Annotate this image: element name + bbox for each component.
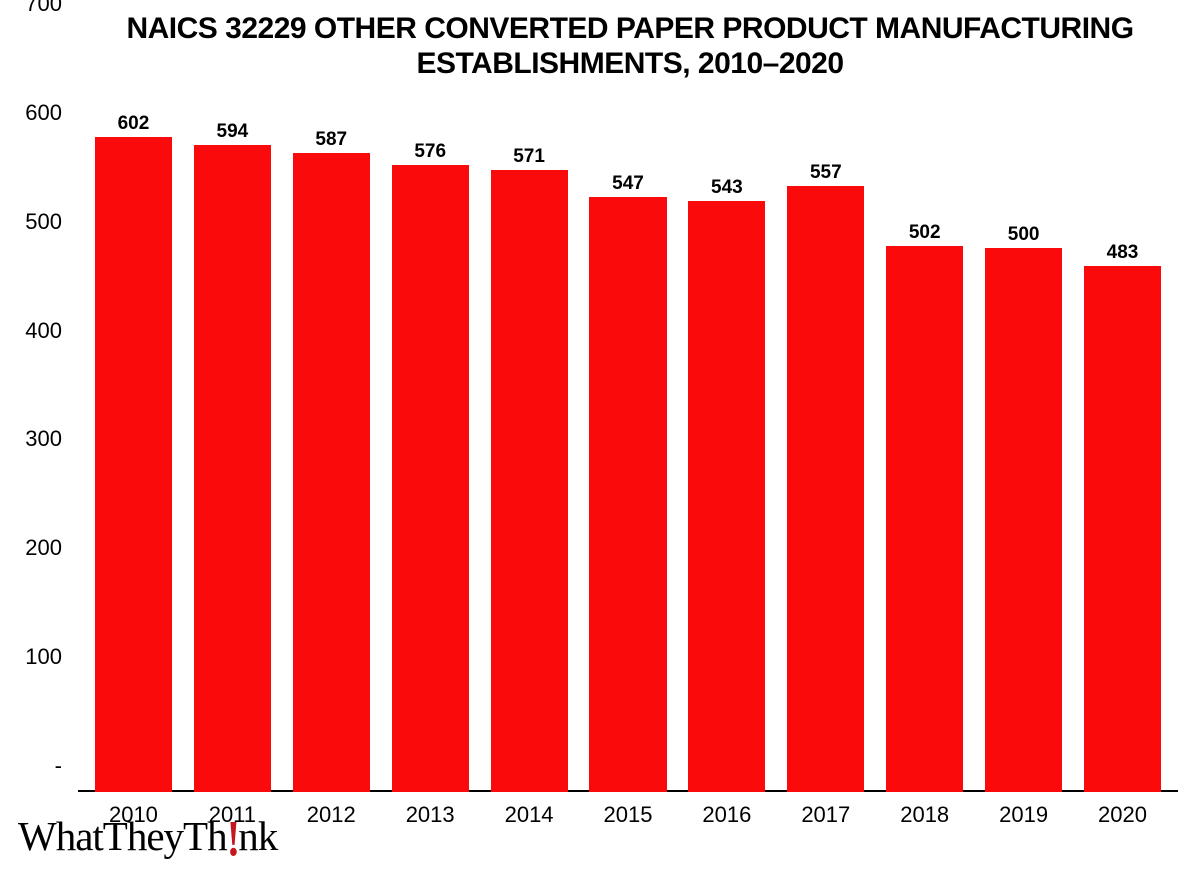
bar-value-label: 483	[1107, 242, 1139, 266]
y-tick-label: -	[6, 753, 62, 779]
bar	[95, 137, 172, 792]
bar-slot: 5432016	[677, 201, 776, 792]
bar-value-label: 547	[612, 173, 644, 197]
x-tick-label: 2015	[604, 792, 653, 828]
bar-wrap: 571	[480, 170, 579, 792]
bar-wrap: 576	[381, 165, 480, 792]
bar	[1084, 266, 1161, 792]
bar	[688, 201, 765, 792]
x-tick-label: 2020	[1098, 792, 1147, 828]
bar-value-label: 571	[513, 146, 545, 170]
bar-value-label: 594	[217, 121, 249, 145]
y-tick-label: 500	[6, 209, 62, 235]
x-tick-label: 2013	[406, 792, 455, 828]
bar-value-label: 557	[810, 162, 842, 186]
watermark-exclamation-icon: !	[227, 808, 240, 868]
bar-value-label: 502	[909, 222, 941, 246]
bar-slot: 5572017	[776, 186, 875, 792]
bar-wrap: 587	[282, 153, 381, 792]
chart-container: NAICS 32229 OTHER CONVERTED PAPER PRODUC…	[0, 0, 1200, 872]
bar-wrap: 557	[776, 186, 875, 792]
bar-slot: 5762013	[381, 165, 480, 792]
bar-value-label: 500	[1008, 224, 1040, 248]
watermark-logo: WhatTheyTh!nk	[18, 812, 277, 860]
watermark-text-before: WhatTheyTh	[18, 812, 227, 860]
bar	[293, 153, 370, 792]
bar-slot: 5022018	[875, 246, 974, 792]
bar-slot: 5472015	[579, 197, 678, 792]
bar-value-label: 602	[118, 113, 150, 137]
x-tick-label: 2018	[900, 792, 949, 828]
bar-wrap: 483	[1073, 266, 1172, 792]
bar-slot: 6022010	[84, 137, 183, 792]
x-tick-label: 2019	[999, 792, 1048, 828]
bar	[194, 145, 271, 792]
bar-value-label: 587	[315, 129, 347, 153]
y-tick-label: 600	[6, 100, 62, 126]
bar-slot: 5002019	[974, 248, 1073, 792]
bar	[787, 186, 864, 792]
bar-wrap: 602	[84, 137, 183, 792]
bar-slot: 5872012	[282, 153, 381, 792]
bar	[985, 248, 1062, 792]
x-tick-label: 2012	[307, 792, 356, 828]
bar-slot: 4832020	[1073, 266, 1172, 792]
y-tick-label: 300	[6, 426, 62, 452]
bar	[392, 165, 469, 792]
x-tick-label: 2016	[702, 792, 751, 828]
watermark-text-after: nk	[238, 812, 277, 860]
plot-area: 6022010594201158720125762013571201454720…	[78, 30, 1178, 792]
y-tick-label: 200	[6, 535, 62, 561]
x-tick-label: 2017	[801, 792, 850, 828]
bar-slot: 5712014	[480, 170, 579, 792]
bar	[589, 197, 666, 792]
bars-group: 6022010594201158720125762013571201454720…	[78, 30, 1178, 792]
bar	[886, 246, 963, 792]
bar-wrap: 500	[974, 248, 1073, 792]
bar-wrap: 547	[579, 197, 678, 792]
bar-value-label: 576	[414, 141, 446, 165]
y-tick-label: 100	[6, 644, 62, 670]
x-tick-label: 2014	[505, 792, 554, 828]
bar	[491, 170, 568, 792]
bar-wrap: 502	[875, 246, 974, 792]
bar-slot: 5942011	[183, 145, 282, 792]
y-tick-label: 400	[6, 318, 62, 344]
bar-wrap: 543	[677, 201, 776, 792]
bar-value-label: 543	[711, 177, 743, 201]
bar-wrap: 594	[183, 145, 282, 792]
y-tick-label: 700	[6, 0, 62, 17]
